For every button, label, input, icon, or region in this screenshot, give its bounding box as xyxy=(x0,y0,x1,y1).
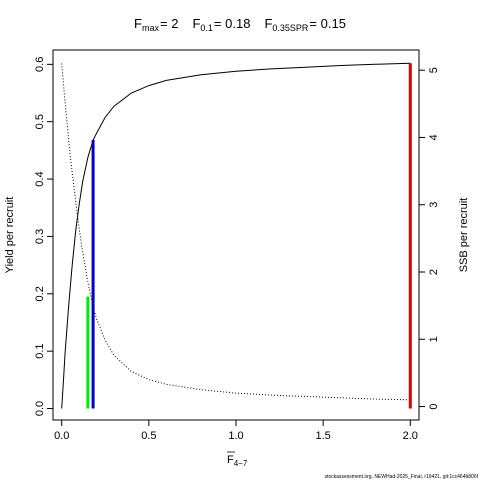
y-axis-left: 0.0 0.1 0.2 0.3 0.4 0.5 0.6 xyxy=(34,57,53,416)
y-left-tick-label: 0.0 xyxy=(34,401,46,416)
title-f035-sub: 0.35SPR xyxy=(272,23,309,33)
y-left-tick-label: 0.5 xyxy=(34,114,46,129)
y-right-tick-label: 1 xyxy=(428,336,440,342)
x-tick-label: 0.0 xyxy=(54,430,69,442)
y-left-tick-label: 0.6 xyxy=(34,57,46,72)
yield-curve xyxy=(61,62,411,409)
y-axis-right-label: SSB per recruit xyxy=(458,198,470,273)
x-tick-label: 2.0 xyxy=(403,430,418,442)
x-label-text: F4−7 xyxy=(227,454,248,468)
y-left-tick-label: 0.1 xyxy=(34,344,46,359)
x-axis: 0.0 0.5 1.0 1.5 2.0 xyxy=(54,420,418,442)
y-right-tick-label: 5 xyxy=(428,67,440,73)
ssb-curve xyxy=(61,63,411,401)
title-f01-sub: 0.1 xyxy=(200,23,213,33)
x-tick-label: 1.5 xyxy=(315,430,330,442)
y-right-tick-label: 3 xyxy=(428,202,440,208)
title-fmax-main: F xyxy=(134,16,142,31)
x-axis-label: F4−7 xyxy=(227,451,248,468)
y-right-tick-label: 2 xyxy=(428,269,440,275)
x-tick-label: 1.0 xyxy=(228,430,243,442)
y-right-tick-label: 4 xyxy=(428,134,440,140)
title-f01-main: F xyxy=(192,16,200,31)
plot-frame xyxy=(52,49,420,421)
source-credit: stockassessment.org, NEWHad-2025_Final, … xyxy=(325,474,479,480)
x-label-main: F xyxy=(227,454,234,466)
title-f01-value: = 0.18 xyxy=(214,16,251,31)
chart-title: Fmax= 2 F0.1= 0.18 F0.35SPR= 0.15 xyxy=(134,16,346,33)
y-left-tick-label: 0.3 xyxy=(34,229,46,244)
y-left-tick-label: 0.4 xyxy=(34,171,46,186)
title-f035-value: = 0.15 xyxy=(309,16,346,31)
title-f035-main: F xyxy=(264,16,272,31)
title-fmax-value: = 2 xyxy=(160,16,178,31)
x-tick-label: 0.5 xyxy=(141,430,156,442)
series-layer xyxy=(61,62,412,409)
y-axis-right: 0 1 2 3 4 5 xyxy=(419,67,440,410)
x-label-sub: 4−7 xyxy=(234,459,248,468)
y-axis-left-label: Yield per recruit xyxy=(4,197,16,274)
title-fmax-sub: max xyxy=(142,23,160,33)
y-left-tick-label: 0.2 xyxy=(34,286,46,301)
y-right-tick-label: 0 xyxy=(428,403,440,409)
